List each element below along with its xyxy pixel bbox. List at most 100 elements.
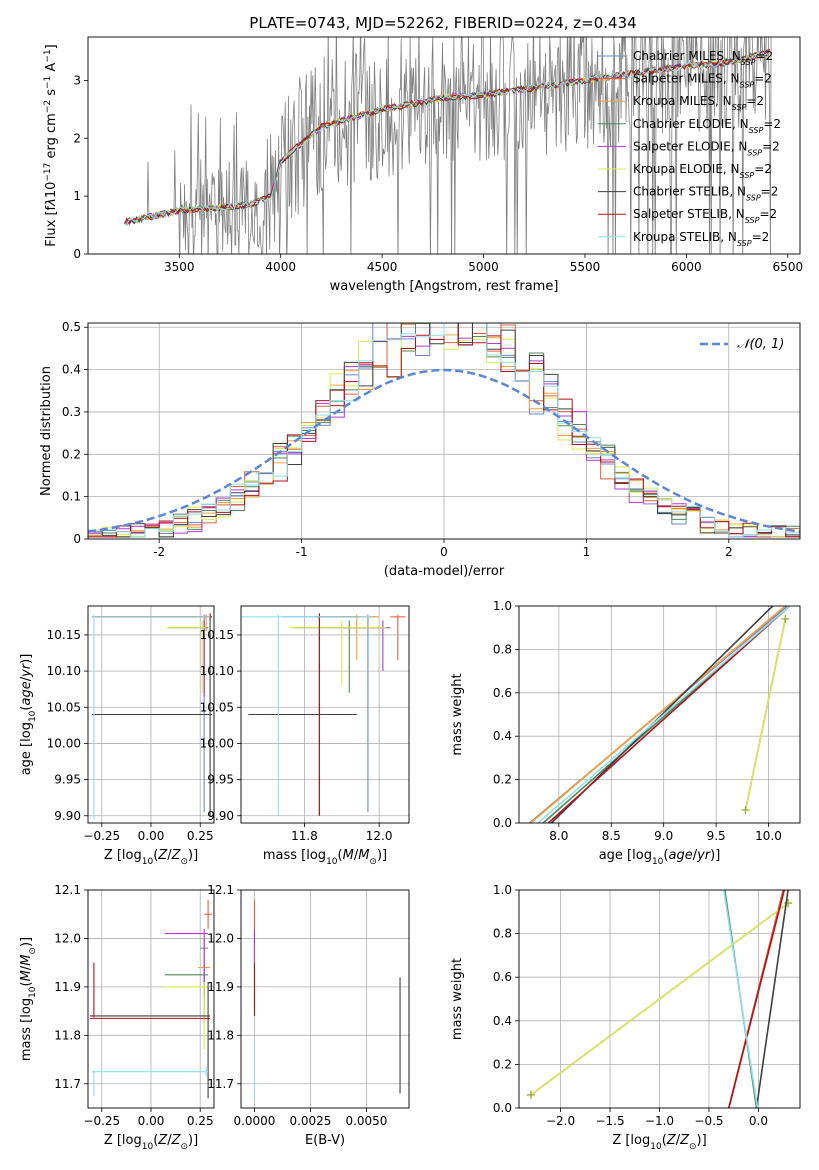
figure-title: PLATE=0743, MJD=52262, FIBERID=0224, z=0…	[249, 14, 636, 32]
legend-label-kroupa-stelib: Kroupa STELIB, NSSP=2	[633, 230, 769, 248]
legend-label-kroupa-miles: Kroupa MILES, NSSP=2	[633, 94, 764, 112]
x-tick-label: 6000	[671, 260, 702, 274]
x-tick-label: 2	[725, 545, 733, 559]
y-tick-label: 0.0	[493, 1101, 512, 1115]
x-axis-label: Z [log10(Z/Z⊙)]	[104, 848, 198, 867]
y-axis-label: Flux [fλ10−17 erg cm−2 s−1 A−1]	[43, 44, 59, 246]
axes-frame	[87, 322, 801, 540]
legend-label-salpeter-stelib: Salpeter STELIB, NSSP=2	[633, 207, 777, 225]
errorbar-kroupa-stelib	[91, 614, 211, 820]
x-tick-label: 12.0	[366, 829, 393, 843]
x-tick-label: 0.00	[138, 1114, 165, 1128]
x-tick-label: -2	[153, 545, 165, 559]
normal-curve	[88, 368, 800, 533]
x-axis-label: age [log10(age/yr)]	[599, 848, 721, 867]
marker-kroupa-elodie	[526, 1090, 535, 1099]
x-tick-label: 5000	[468, 260, 499, 274]
model-salpeter-stelib	[124, 48, 771, 226]
errorbar-salpeter-stelib	[89, 1016, 211, 1020]
x-tick-label: 11.8	[291, 829, 318, 843]
plot-area	[519, 890, 800, 1108]
y-tick-label: 2	[73, 131, 81, 145]
y-tick-label: 9.95	[207, 773, 234, 787]
mass-weight-line-kroupa-stelib	[723, 890, 759, 1108]
y-tick-label: 0.4	[493, 1014, 512, 1028]
x-tick-label: −1.5	[595, 1114, 624, 1128]
ticks: −0.25 0.00 0.25 9.90 9.95 10.00 10.05 10.10 10.1…	[47, 628, 214, 843]
x-tick-label: 0.0050	[345, 1114, 387, 1128]
y-tick-label: 10.05	[200, 700, 234, 714]
y-axis-label: age [log10(age/yr)]	[19, 654, 38, 776]
y-tick-label: 0.4	[493, 729, 512, 743]
x-tick-label: 9.5	[707, 829, 726, 843]
y-tick-label: 10.10	[200, 664, 234, 678]
axes-frame	[87, 36, 801, 255]
axes-frame	[87, 605, 215, 824]
ticks: 8.0 8.5 9.0 9.5 10.0 0.0 0.2 0.4 0.6 0.8 1.0	[493, 599, 782, 843]
y-tick-label: 3	[73, 73, 81, 87]
y-tick-label: 11.7	[207, 1077, 234, 1091]
axes-frame	[240, 889, 410, 1109]
mass-weight-line-salpeter-stelib	[547, 606, 791, 823]
x-axis-label: Z [log10(Z/Z⊙)]	[104, 1133, 198, 1152]
plot-area	[88, 606, 214, 823]
errorbar-salpeter-stelib	[93, 962, 95, 1018]
x-axis-label: (data-model)/error	[384, 564, 505, 579]
panel-mass_vs_Z: −0.25 0.00 0.25 11.7 11.8 11.9 12.0 12.1 Z [log1…	[19, 883, 215, 1152]
ticks: 3500 4000 4500 5000 5500 6000 6500 0 1 2 3	[73, 73, 803, 274]
errorbar-kroupa-stelib	[91, 1066, 209, 1077]
y-tick-label: 0.6	[493, 970, 512, 984]
mass-weight-line-salpeter-stelib	[728, 890, 785, 1108]
x-tick-label: 8.5	[602, 829, 621, 843]
legend-label-salpeter-elodie: Salpeter ELODIE, NSSP=2	[633, 139, 780, 157]
y-tick-label: 0.5	[62, 320, 81, 334]
x-tick-label: 4500	[367, 260, 398, 274]
plot-area	[88, 323, 800, 539]
legend-label-chabrier-miles: Chabrier MILES, NSSP=2	[633, 49, 773, 67]
y-tick-label: 0.0	[493, 816, 512, 830]
x-axis-label: Z [log10(Z/Z⊙)]	[612, 1133, 706, 1152]
y-tick-label: 10.00	[200, 736, 234, 750]
plot-area	[124, 37, 772, 254]
errorbar-kroupa-elodie	[289, 620, 387, 686]
marker-kroupa-elodie	[781, 615, 790, 624]
y-tick-label: 0.8	[493, 927, 512, 941]
y-tick-label: 11.7	[54, 1077, 81, 1091]
panel-mass_weight_vs_age: 8.0 8.5 9.0 9.5 10.0 0.0 0.2 0.4 0.6 0.8 1.0 age [l…	[450, 599, 801, 867]
y-tick-label: 0.3	[62, 405, 81, 419]
legend-label-chabrier-stelib: Chabrier STELIB, NSSP=2	[633, 185, 778, 203]
histogram-kroupa-miles	[88, 323, 800, 539]
y-tick-label: 11.9	[54, 980, 81, 994]
plot-area	[241, 606, 409, 823]
plot-area	[88, 890, 214, 1108]
y-tick-label: 1	[73, 189, 81, 203]
y-tick-label: 11.9	[207, 980, 234, 994]
x-tick-label: −2.0	[546, 1114, 575, 1128]
x-tick-label: 1	[583, 545, 591, 559]
axes-frame	[240, 605, 410, 824]
x-tick-label: 6500	[773, 260, 804, 274]
x-tick-label: 10.0	[755, 829, 782, 843]
x-tick-label: 0	[440, 545, 448, 559]
y-tick-label: 12.0	[207, 931, 234, 945]
legend-label-salpeter-miles: Salpeter MILES, NSSP=2	[633, 72, 772, 90]
y-tick-label: 12.1	[54, 883, 81, 897]
x-tick-label: 3500	[164, 260, 195, 274]
x-tick-label: -1	[296, 545, 308, 559]
mass-weight-line-kroupa-miles	[529, 606, 786, 823]
y-tick-label: 12.0	[54, 931, 81, 945]
spectrum-data	[124, 37, 772, 254]
y-axis-label: Normed distribution	[39, 366, 54, 496]
y-tick-label: 10.15	[47, 628, 81, 642]
panel-spectrum: 3500 4000 4500 5000 5500 6000 6500 0 1 2 3 waveleng…	[43, 36, 803, 294]
y-tick-label: 0.4	[62, 363, 81, 377]
y-tick-label: 0	[73, 532, 81, 546]
x-tick-label: 0.00	[138, 829, 165, 843]
x-tick-label: −0.5	[694, 1114, 723, 1128]
errorbar-salpeter-miles	[204, 899, 213, 929]
y-tick-label: 12.1	[207, 883, 234, 897]
ticks: −0.25 0.00 0.25 11.7 11.8 11.9 12.0 12.1	[54, 883, 213, 1128]
marker-kroupa-elodie	[741, 805, 750, 814]
y-tick-label: 0.1	[62, 490, 81, 504]
x-tick-label: 0.25	[187, 829, 214, 843]
